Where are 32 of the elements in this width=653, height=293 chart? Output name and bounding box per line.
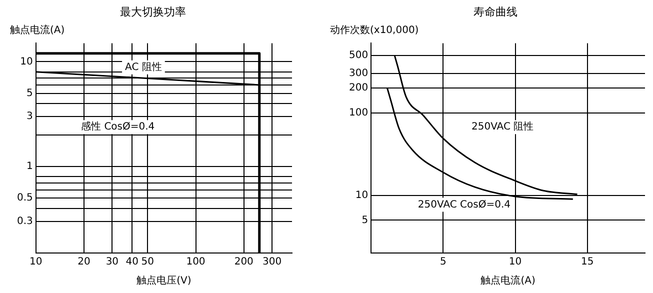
y-tick-label: 10 xyxy=(355,190,368,201)
x-axis-title: 触点电流(A) xyxy=(480,274,536,287)
x-tick-label: 50 xyxy=(141,256,154,268)
annotation: AC 阻性 xyxy=(125,60,162,73)
annotation: 感性 CosØ=0.4 xyxy=(81,120,155,133)
x-axis-title: 触点电压(V) xyxy=(136,274,192,287)
chart-title: 寿命曲线 xyxy=(474,5,518,18)
y-tick-label: 0.3 xyxy=(16,216,33,228)
x-tick-label: 40 xyxy=(126,256,139,268)
y-tick-label: 200 xyxy=(348,82,368,94)
x-tick-label: 100 xyxy=(186,256,206,268)
y-tick-label: 3 xyxy=(26,111,33,122)
x-tick-label: 15 xyxy=(580,256,594,268)
x-tick-label: 20 xyxy=(78,256,90,268)
x-tick-label: 30 xyxy=(106,256,119,268)
y-tick-label: 5 xyxy=(26,88,33,99)
y-tick-label: 100 xyxy=(348,107,368,118)
y-tick-label: 1 xyxy=(26,161,33,172)
x-tick-label: 300 xyxy=(262,256,282,268)
y-tick-label: 10 xyxy=(20,56,33,68)
annotation: 250VAC CosØ=0.4 xyxy=(418,199,511,210)
y-tick-label: 500 xyxy=(348,50,368,61)
chart-title: 最大切换功率 xyxy=(120,5,186,18)
x-tick-label: 5 xyxy=(440,256,446,268)
y-tick-label: 300 xyxy=(348,68,368,80)
y-axis-title: 动作次数(x10,000) xyxy=(330,24,419,36)
y-tick-label: 0.5 xyxy=(16,192,33,204)
y-axis-title: 触点电流(A) xyxy=(10,24,65,36)
x-tick-label: 200 xyxy=(234,256,254,268)
y-tick-label: 5 xyxy=(362,214,368,226)
x-tick-label: 10 xyxy=(508,256,522,268)
annotation: 250VAC 阻性 xyxy=(472,120,534,133)
